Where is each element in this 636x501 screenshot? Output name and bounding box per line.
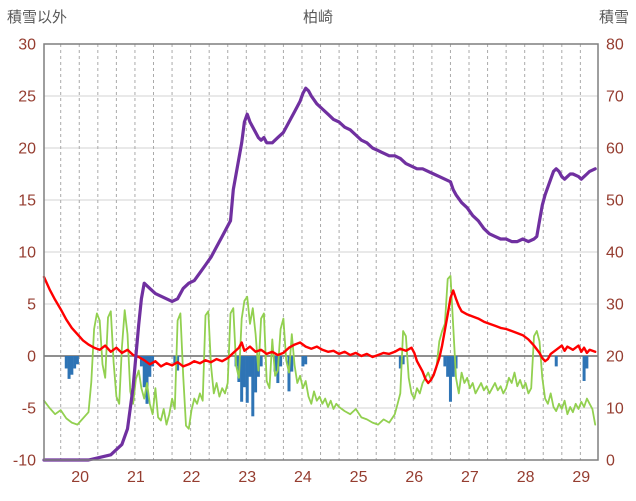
- blue_bars-bar: [259, 356, 263, 367]
- blue_bars-bar: [73, 356, 77, 369]
- left-axis-tick-label: -5: [22, 401, 36, 418]
- blue_bars-bar: [279, 356, 283, 367]
- x-axis-tick-label: 23: [238, 469, 256, 486]
- blue_bars-bar: [290, 356, 294, 372]
- x-axis-tick-label: 28: [517, 469, 535, 486]
- blue_bars-bar: [451, 356, 455, 377]
- blue_bars-bar: [75, 356, 79, 365]
- blue_bars-bar: [254, 356, 258, 393]
- right-axis-tick-label: 80: [606, 37, 624, 54]
- blue_bars-bar: [251, 356, 255, 417]
- left-axis-tick-label: 30: [18, 37, 36, 54]
- x-axis-tick-label: 21: [127, 469, 145, 486]
- blue_bars-bar: [398, 356, 402, 369]
- right-axis-tick-label: 70: [606, 89, 624, 106]
- x-axis-tick-label: 25: [350, 469, 368, 486]
- blue_bars-bar: [248, 356, 252, 377]
- blue_bars-bar: [139, 356, 143, 367]
- blue_bars-bar: [70, 356, 74, 375]
- blue_bars-bar: [585, 356, 589, 369]
- snow_depth_purple-line: [42, 86, 597, 462]
- blue_bars-bar: [401, 356, 405, 365]
- blue_bars-bar: [446, 356, 450, 377]
- left-axis-tick-label: -10: [13, 453, 36, 470]
- blue_bars-bar: [301, 356, 305, 367]
- blue_bars-bar: [245, 356, 249, 403]
- left-axis-title: 積雪以外: [7, 9, 68, 26]
- left-axis-tick-label: 15: [18, 193, 36, 210]
- x-axis-tick-label: 24: [294, 469, 312, 486]
- left-axis-tick-label: 10: [18, 245, 36, 262]
- blue_bars-bar: [142, 356, 146, 388]
- red_series-line: [42, 275, 597, 385]
- left-axis-tick-label: 25: [18, 89, 36, 106]
- blue_bars-bar: [240, 356, 244, 402]
- right-axis-tick-label: 50: [606, 193, 624, 210]
- blue_bars-bar: [304, 356, 308, 365]
- right-axis-tick-label: 40: [606, 245, 624, 262]
- right-axis-tick-label: 30: [606, 297, 624, 314]
- x-axis-tick-label: 22: [183, 469, 201, 486]
- blue_bars-bar: [145, 356, 149, 404]
- blue_bars-bar: [67, 356, 71, 379]
- blue_bars-bar: [64, 356, 68, 369]
- blue_bars-bar: [287, 356, 291, 392]
- right-axis-title: 積雪: [598, 9, 629, 26]
- blue_bars-bar: [242, 356, 246, 388]
- right-axis-tick-label: 0: [606, 453, 615, 470]
- blue_bars-bar: [443, 356, 447, 367]
- x-axis-tick-label: 29: [572, 469, 590, 486]
- blue_bars-bar: [148, 356, 152, 377]
- blue_bars-bar: [582, 356, 586, 381]
- blue_bars-bar: [554, 356, 558, 367]
- x-axis-tick-label: 20: [71, 469, 89, 486]
- blue_bars-bar: [151, 356, 155, 367]
- green_series-line: [43, 275, 597, 430]
- blue_bars-bar: [173, 356, 177, 365]
- right-axis-tick-label: 10: [606, 401, 624, 418]
- x-axis-tick-label: 27: [461, 469, 479, 486]
- right-axis-tick-label: 20: [606, 349, 624, 366]
- blue_bars-bar: [448, 356, 452, 402]
- left-axis-tick-label: 0: [27, 349, 36, 366]
- plot-frame: [43, 43, 599, 461]
- right-axis-tick-label: 60: [606, 141, 624, 158]
- left-axis-tick-label: 20: [18, 141, 36, 158]
- chart-title: 柏崎: [302, 9, 334, 26]
- x-axis-tick-label: 26: [405, 469, 423, 486]
- left-axis-tick-label: 5: [27, 297, 36, 314]
